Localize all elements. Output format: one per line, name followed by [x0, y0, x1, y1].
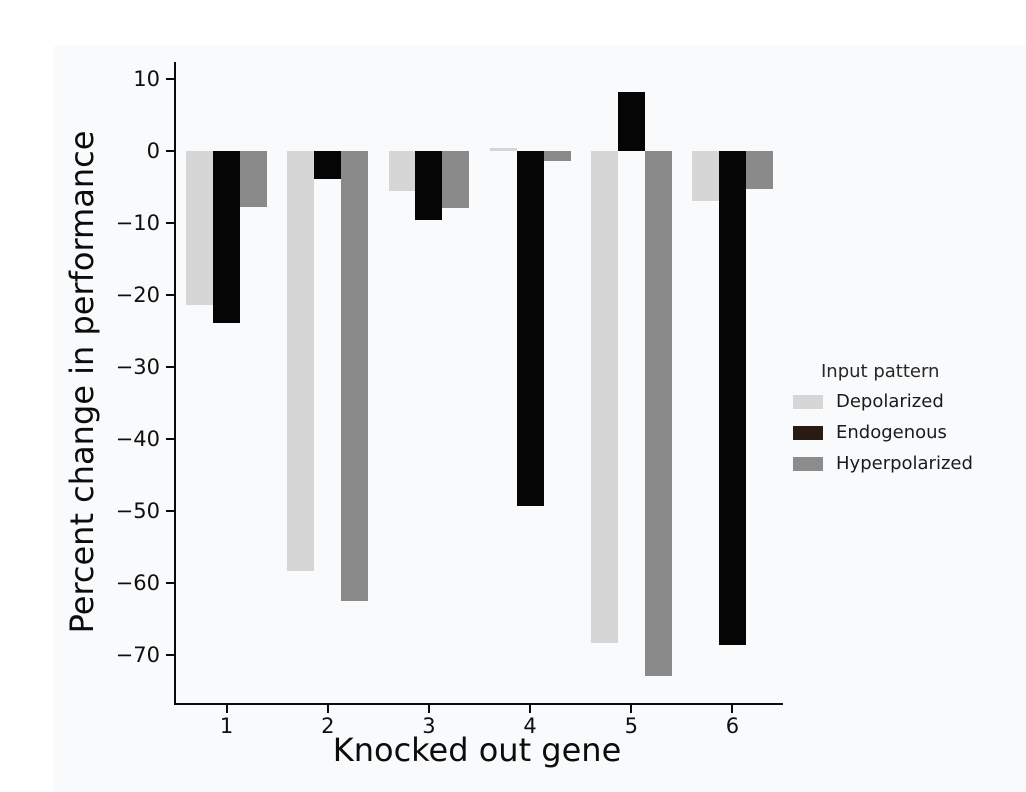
bar-gene2-depolarized [287, 151, 315, 571]
x-tick-mark-6 [731, 705, 734, 713]
y-tick-label--50: −50 [115, 498, 160, 523]
y-tick-mark--70 [166, 653, 174, 656]
y-tick-mark--50 [166, 509, 174, 512]
bar-gene6-endogenous [718, 151, 746, 645]
bar-gene4-endogenous [516, 151, 544, 506]
x-tick-label-6: 6 [725, 714, 740, 738]
legend-label-hyperpolarized: Hyperpolarized [836, 453, 973, 474]
y-tick-label--20: −20 [115, 283, 160, 308]
bar-gene5-depolarized [590, 151, 618, 644]
legend-title: Input pattern [821, 361, 940, 382]
bar-gene3-endogenous [415, 151, 443, 221]
x-tick-label-3: 3 [422, 714, 436, 738]
y-tick-mark--40 [166, 438, 174, 440]
y-tick-label-0: 0 [146, 139, 160, 164]
y-tick-label--30: −30 [115, 355, 160, 379]
bar-gene5-hyperpolarized [644, 151, 672, 676]
legend-entry-endogenous: Endogenous [793, 422, 973, 444]
bar-gene2-endogenous [314, 151, 342, 180]
y-tick-label-10: 10 [133, 67, 160, 92]
y-tick-label--60: −60 [115, 570, 160, 595]
legend-entry-hyperpolarized: Hyperpolarized [793, 453, 973, 475]
legend-swatch-hyperpolarized [793, 457, 823, 471]
bar-gene4-hyperpolarized [543, 151, 571, 161]
legend: Input pattern Depolarized Endogenous Hyp… [793, 360, 973, 484]
y-tick-mark-0 [166, 150, 174, 153]
x-tick-mark-1 [225, 705, 228, 713]
y-tick-mark--20 [166, 294, 174, 297]
x-tick-mark-4 [529, 705, 532, 713]
y-tick-mark-10 [166, 78, 174, 81]
bar-gene1-endogenous [213, 151, 241, 324]
y-tick-label--40: −40 [115, 427, 160, 451]
x-tick-mark-2 [326, 705, 329, 713]
x-tick-label-1: 1 [219, 714, 234, 738]
y-tick-label--10: −10 [115, 211, 160, 236]
x-tick-label-2: 2 [321, 714, 335, 738]
x-tick-mark-3 [427, 705, 430, 713]
bar-gene2-hyperpolarized [341, 151, 369, 601]
bar-gene6-hyperpolarized [745, 151, 773, 189]
legend-swatch-endogenous [793, 426, 823, 440]
y-tick-mark--10 [166, 222, 174, 225]
legend-swatch-depolarized [793, 395, 823, 409]
x-axis-label: Knocked out gene [332, 731, 622, 769]
bar-gene3-depolarized [388, 151, 416, 191]
bar-gene3-hyperpolarized [442, 151, 470, 208]
bar-gene4-depolarized [489, 148, 517, 152]
y-tick-mark--60 [166, 581, 174, 584]
bar-gene1-hyperpolarized [240, 151, 268, 208]
bar-gene5-endogenous [617, 92, 645, 152]
x-tick-label-4: 4 [523, 714, 537, 738]
y-tick-label--70: −70 [115, 642, 160, 667]
bar-gene6-depolarized [692, 151, 719, 201]
plot-area: 10 0 −10 −20 −30 −40 −50 −60 −70 1 2 3 4 5 6 [116, 62, 783, 738]
legend-entry-depolarized: Depolarized [793, 391, 973, 413]
y-tick-mark--30 [166, 366, 174, 368]
bar-gene1-depolarized [186, 151, 214, 306]
legend-label-depolarized: Depolarized [836, 391, 944, 412]
x-tick-label-5: 5 [624, 714, 638, 738]
y-axis-label: Percent change in performance [63, 130, 101, 634]
x-tick-mark-5 [630, 705, 633, 713]
legend-label-endogenous: Endogenous [836, 422, 947, 443]
